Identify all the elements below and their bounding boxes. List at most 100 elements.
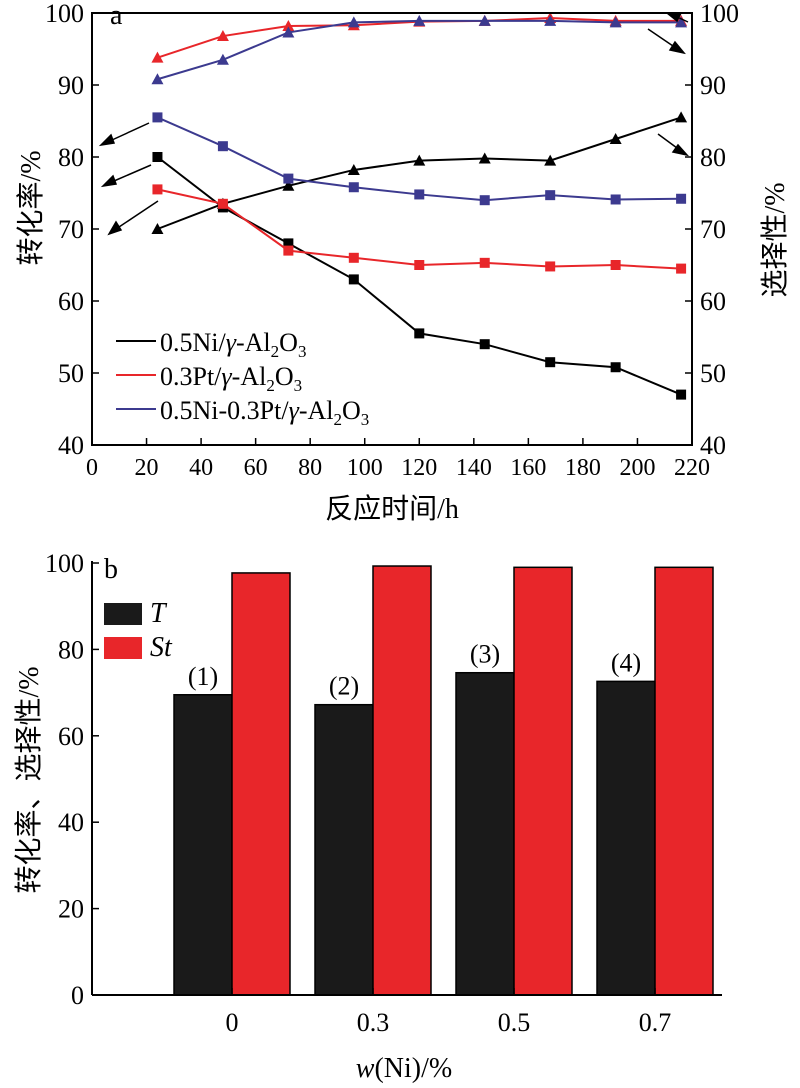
data-point (217, 198, 228, 209)
x-tick-label: 0 (86, 455, 98, 481)
series-line (157, 19, 682, 81)
data-point (544, 14, 557, 26)
data-point (675, 16, 688, 28)
bar-st (231, 572, 291, 996)
y-left-tick-label: 70 (58, 215, 84, 244)
y-tick-label: 80 (58, 635, 84, 664)
data-point (151, 73, 164, 85)
bar-t (314, 703, 374, 996)
panel-a-label: a (110, 0, 123, 31)
y-left-tick-label: 100 (45, 0, 84, 28)
data-point (478, 14, 491, 26)
y-right-tick-label: 60 (700, 287, 726, 316)
data-point (152, 112, 163, 123)
arrow-nipt-conversion-left (98, 122, 150, 147)
x-tick-label: 20 (135, 455, 159, 481)
panel-a-arrows (98, 12, 690, 236)
bar-st (372, 565, 432, 996)
x-tick-label: 120 (401, 455, 437, 481)
data-point (414, 260, 425, 270)
legend-text-st: St (150, 632, 173, 663)
series-05Ni-03Pt-conversion (152, 112, 687, 206)
panel-b-label: b (104, 554, 118, 585)
x-tick-label: 0.7 (639, 1008, 672, 1037)
panel-b: 0 20 40 60 80 100 0 (1) 0.3 (2) 0.5 (3) 0.7 (4) b T S… (13, 549, 722, 1084)
x-tick-label: 180 (565, 455, 601, 481)
legend-text-ni: 0.5Ni/γ-Al2O3 (160, 328, 306, 361)
data-point (414, 328, 425, 339)
x-tick-label: 200 (619, 455, 655, 481)
data-point (347, 163, 360, 175)
y-tick-label: 40 (58, 808, 84, 837)
bar-st (513, 566, 573, 996)
x-tick-label: 100 (347, 455, 383, 481)
data-point (413, 14, 426, 26)
y-right-tick-label: 70 (700, 215, 726, 244)
x-tick-label: 60 (244, 455, 268, 481)
data-point (414, 189, 425, 200)
arrow-ni-selectivity-right (657, 133, 690, 157)
data-point (348, 274, 359, 285)
y-tick-label: 20 (58, 895, 84, 924)
y-tick-label: 100 (45, 549, 84, 578)
data-point (479, 339, 490, 350)
data-point (478, 152, 491, 164)
y-left-tick-label: 40 (58, 431, 84, 460)
data-point (282, 19, 295, 31)
series-03Pt-conversion (152, 184, 687, 274)
legend-item-ni: 0.5Ni/γ-Al2O3 (116, 328, 306, 361)
legend-text-pt: 0.3Pt/γ-Al2O3 (160, 362, 302, 395)
legend-swatch-t (104, 603, 142, 625)
data-point (609, 16, 622, 28)
group-label: (3) (470, 640, 500, 669)
bar-t (173, 694, 233, 996)
y-left-tick-label: 60 (58, 287, 84, 316)
data-point (545, 357, 556, 368)
bar-st (654, 566, 714, 996)
data-point (216, 53, 229, 65)
data-point (610, 362, 621, 373)
data-point (676, 263, 687, 274)
data-point (544, 154, 557, 166)
group-label: (4) (611, 648, 641, 677)
arrow-pt-conversion-left (107, 200, 159, 236)
panel-a-ylabel-left: 转化率/% (15, 150, 47, 265)
legend-text-nipt: 0.5Ni-0.3Pt/γ-Al2O3 (160, 396, 369, 429)
x-tick-label: 0.5 (498, 1008, 531, 1037)
x-tick-label: 160 (510, 455, 546, 481)
panel-b-ylabel: 转化率、选择性/% (13, 666, 45, 893)
data-point (283, 173, 294, 184)
arrow-ni-conversion-left (100, 164, 152, 188)
arrow-nipt-selectivity-right (664, 12, 689, 23)
y-right-tick-label: 80 (700, 143, 726, 172)
data-point (676, 389, 687, 400)
y-tick-label: 0 (71, 981, 84, 1010)
panel-b-bars (173, 565, 714, 996)
panel-a-xlabel: 反应时间/h (325, 493, 459, 525)
data-point (348, 252, 359, 263)
legend-text-t: T (150, 598, 168, 629)
x-tick-label: 40 (189, 455, 213, 481)
x-tick-label: 0.3 (357, 1008, 390, 1037)
y-left-tick-label: 50 (58, 359, 84, 388)
data-point (151, 51, 164, 63)
data-point (283, 245, 294, 256)
legend-swatch-st (104, 637, 142, 659)
data-point (545, 261, 556, 272)
data-point (217, 141, 228, 152)
series-05Ni-03Pt-selectivity (151, 14, 688, 85)
group-label: (2) (329, 672, 359, 701)
y-right-tick-label: 50 (700, 359, 726, 388)
series-05Ni-selectivity (151, 111, 688, 234)
data-point (282, 179, 295, 191)
y-right-tick-label: 90 (700, 71, 726, 100)
x-tick-label: 80 (298, 455, 322, 481)
data-point (610, 260, 621, 270)
x-tick-label: 0 (226, 1008, 239, 1037)
y-right-tick-label: 40 (700, 431, 726, 460)
panel-a-legend: 0.5Ni/γ-Al2O3 0.3Pt/γ-Al2O3 0.5Ni-0.3Pt/… (116, 328, 369, 429)
y-left-tick-label: 80 (58, 143, 84, 172)
